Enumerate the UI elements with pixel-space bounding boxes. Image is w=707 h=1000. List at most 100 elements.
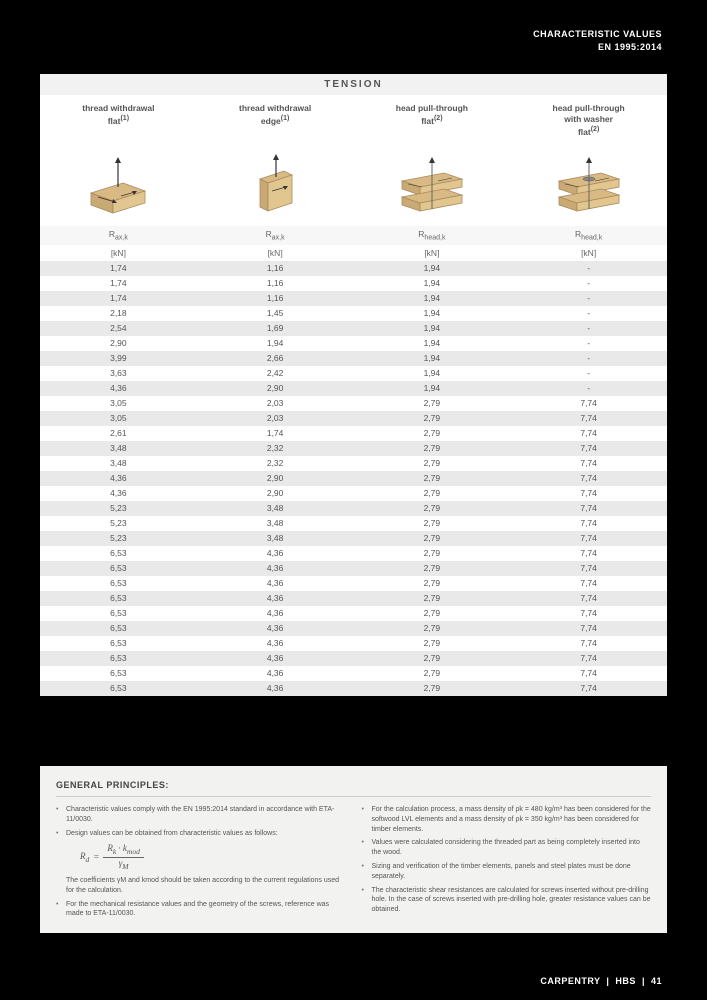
table-cell: 6,53 [40,576,197,591]
table-cell: 7,74 [510,621,667,636]
diagram-head-flat [354,146,511,226]
table-cell: 4,36 [197,666,354,681]
table-cell: 3,05 [40,396,197,411]
table-cell: 7,74 [510,606,667,621]
table-cell: 2,79 [354,486,511,501]
table-cell: 7,74 [510,666,667,681]
footer-page: 41 [651,976,662,986]
col-header-1: thread withdrawal edge(1) [197,95,354,146]
table-cell: 7,74 [510,531,667,546]
table-row: 6,534,362,797,74 [40,651,667,666]
table-cell: 7,74 [510,561,667,576]
table-cell: 7,74 [510,456,667,471]
table-cell: 1,94 [354,291,511,306]
table-cell: 2,79 [354,471,511,486]
table-cell: 7,74 [510,591,667,606]
principle-right-1: Values were calculated considering the t… [362,838,652,858]
table-row: 6,534,362,797,74 [40,681,667,696]
table-cell: 7,74 [510,411,667,426]
table-cell: 7,74 [510,576,667,591]
principle-right-0: For the calculation process, a mass dens… [362,805,652,834]
table-row: 6,534,362,797,74 [40,576,667,591]
principles-left-col: Characteristic values comply with the EN… [56,805,346,923]
table-cell: 2,90 [197,486,354,501]
table-cell: 2,90 [197,381,354,396]
table-row: 2,181,451,94- [40,306,667,321]
header-line1: CHARACTERISTIC VALUES [533,28,662,41]
table-cell: 3,05 [40,411,197,426]
table-row: 1,741,161,94- [40,291,667,306]
table-cell: 7,74 [510,426,667,441]
table-cell: 5,23 [40,516,197,531]
table-cell: 7,74 [510,636,667,651]
tension-table: TENSION thread withdrawal flat(1) thread… [40,74,667,696]
table-cell: 4,36 [197,681,354,696]
table-cell: 2,03 [197,396,354,411]
table-cell: 1,94 [354,366,511,381]
table-cell: 6,53 [40,546,197,561]
table-cell: 2,79 [354,396,511,411]
table-row: 4,362,902,797,74 [40,471,667,486]
section-title: TENSION [40,74,667,95]
page-header: CHARACTERISTIC VALUES EN 1995:2014 [533,28,662,53]
table-cell: 7,74 [510,396,667,411]
table-row: 6,534,362,797,74 [40,636,667,651]
table-row: 4,362,901,94- [40,381,667,396]
general-principles: GENERAL PRINCIPLES: Characteristic value… [40,766,667,933]
table-cell: 1,94 [354,306,511,321]
table-cell: 7,74 [510,651,667,666]
table-cell: 6,53 [40,621,197,636]
table-cell: - [510,261,667,276]
table-cell: 1,94 [354,381,511,396]
table-cell: 2,79 [354,636,511,651]
table-row: 2,611,742,797,74 [40,426,667,441]
table-row: 5,233,482,797,74 [40,501,667,516]
table-row: 6,534,362,797,74 [40,666,667,681]
table-row: 4,362,902,797,74 [40,486,667,501]
principle-left-1: Design values can be obtained from chara… [56,829,346,896]
footer-label1: CARPENTRY [540,976,600,986]
table-cell: 1,16 [197,276,354,291]
table-cell: 6,53 [40,651,197,666]
table-cell: 5,23 [40,501,197,516]
table-cell: 4,36 [197,606,354,621]
table-cell: 4,36 [40,486,197,501]
table-cell: 1,16 [197,261,354,276]
principle-right-2: Sizing and verification of the timber el… [362,862,652,882]
table-cell: 6,53 [40,666,197,681]
table-cell: 2,32 [197,441,354,456]
design-formula: Rd = Rk · kmod γM [66,838,346,876]
table-row: 6,534,362,797,74 [40,591,667,606]
table-cell: 1,16 [197,291,354,306]
unit-2: [kN] [354,245,511,261]
table-cell: 2,79 [354,621,511,636]
principles-title: GENERAL PRINCIPLES: [56,780,651,790]
table-cell: 2,18 [40,306,197,321]
table-cell: - [510,321,667,336]
table-cell: 1,69 [197,321,354,336]
footer-label2: HBS [615,976,636,986]
symbol-3: Rhead,k [510,226,667,245]
table-cell: 2,79 [354,591,511,606]
col-header-0: thread withdrawal flat(1) [40,95,197,146]
table-row: 2,541,691,94- [40,321,667,336]
table-cell: 3,63 [40,366,197,381]
table-cell: 1,94 [354,261,511,276]
principle-right-3: The characteristic shear resistances are… [362,886,652,915]
table-cell: 6,53 [40,561,197,576]
table-cell: 2,79 [354,561,511,576]
table-row: 5,233,482,797,74 [40,516,667,531]
table-cell: 3,99 [40,351,197,366]
table-cell: 2,66 [197,351,354,366]
unit-0: [kN] [40,245,197,261]
diagram-row [40,146,667,226]
unit-3: [kN] [510,245,667,261]
table-cell: 4,36 [197,591,354,606]
table-cell: 3,48 [40,441,197,456]
table-cell: 5,23 [40,531,197,546]
table-cell: 7,74 [510,681,667,696]
table-cell: 1,74 [40,261,197,276]
table-cell: 2,79 [354,681,511,696]
table-cell: 2,79 [354,576,511,591]
table-cell: 1,94 [197,336,354,351]
